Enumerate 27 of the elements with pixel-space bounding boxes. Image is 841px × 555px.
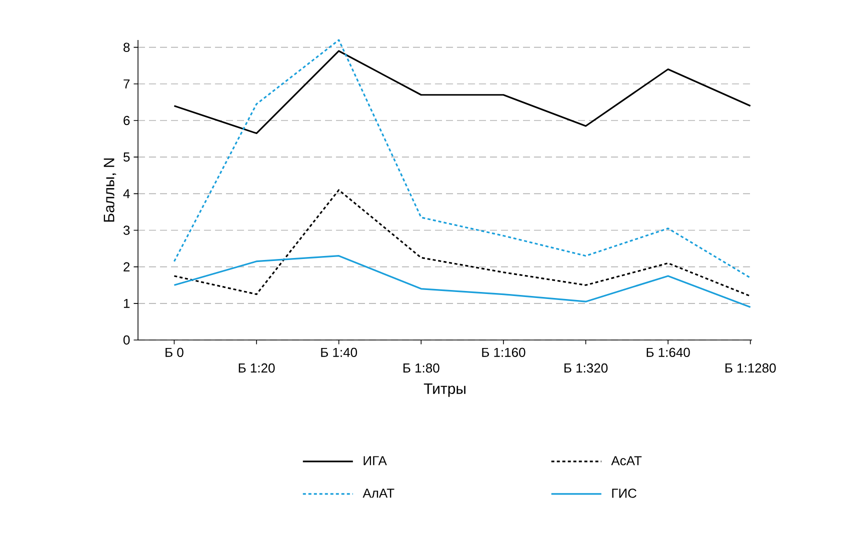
x-tick-label: Б 0 xyxy=(166,348,184,358)
line-series xyxy=(173,50,752,134)
line-series xyxy=(173,189,752,297)
y-tick-label: 5 xyxy=(123,152,130,162)
y-tick-label: 3 xyxy=(123,226,130,235)
legend-label: АлАТ xyxy=(362,488,394,498)
y-tick-label: 2 xyxy=(124,262,130,272)
y-tick-label: 8 xyxy=(124,42,130,52)
x-tick-label: Б 1:1280 xyxy=(725,363,776,373)
legend-label: ГИС xyxy=(612,488,636,498)
y-tick-label: 1 xyxy=(124,298,130,308)
x-axis-title: Титры xyxy=(424,383,466,397)
legend-label: АсАТ xyxy=(611,456,642,466)
y-tick-label: 0 xyxy=(123,335,130,345)
legend-label: ИГА xyxy=(364,456,387,466)
x-tick-label: Б 1:320 xyxy=(564,363,608,373)
y-tick-label: 4 xyxy=(123,189,130,198)
y-tick-label: 7 xyxy=(124,79,130,88)
x-tick-label: Б 1:20 xyxy=(238,363,275,373)
y-tick-label: 6 xyxy=(124,116,130,126)
line-series xyxy=(173,255,752,308)
y-axis-title: Баллы, N xyxy=(104,158,116,222)
x-tick-label: Б 1:40 xyxy=(321,348,358,358)
x-tick-label: Б 1:640 xyxy=(646,348,690,358)
x-tick-label: Б 1:160 xyxy=(482,348,526,358)
x-tick-label: Б 1:80 xyxy=(403,363,440,373)
line-series xyxy=(173,39,752,279)
